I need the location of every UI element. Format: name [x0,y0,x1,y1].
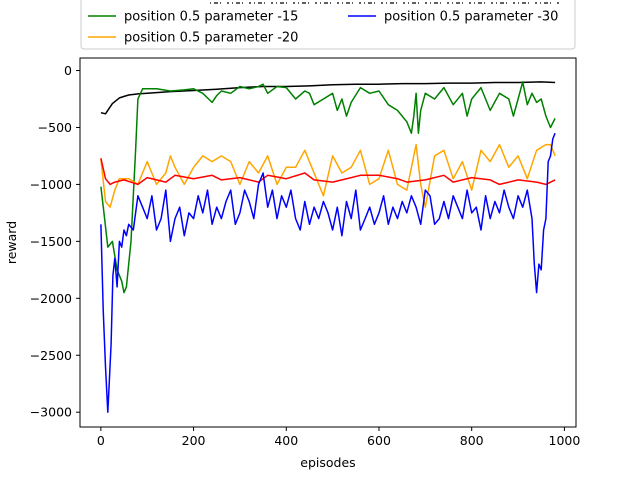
y-tick-label: 0 [64,63,72,78]
series-layer [100,81,556,413]
x-tick-label: 800 [460,433,484,448]
series-line-2 [100,143,556,208]
y-axis-label: reward [4,221,19,264]
y-tick-label: −1500 [30,234,72,249]
y-tick-label: −3000 [30,405,72,420]
legend-box [80,0,576,50]
x-axis-label: episodes [300,455,355,470]
x-tick-label: 400 [274,433,298,448]
series-line-4 [100,132,556,413]
legend-label: position 0.5 parameter -20 [124,31,298,46]
x-tick-label: 200 [182,433,206,448]
x-tick-label: 0 [97,433,105,448]
y-tick-label: −1000 [30,177,72,192]
plot-frame [79,57,577,428]
series-line-0 [100,81,556,115]
x-axis: 0 200 400 600 800 1000 [97,427,580,448]
series-line-3 [100,158,556,186]
y-tick-label: −2500 [30,348,72,363]
y-tick-label: −2000 [30,291,72,306]
y-tick-label: −500 [38,120,72,135]
legend-label: position 0.5 parameter -15 [124,10,298,25]
series-line-1 [100,81,556,294]
legend-label: position 0.5 parameter -30 [384,10,558,25]
x-tick-label: 600 [367,433,391,448]
legend: position 0.5 parameter -15 position 0.5 p… [80,0,576,50]
x-tick-label: 1000 [549,433,581,448]
y-axis: 0 −500 −1000 −1500 −2000 −2500 −3000 [30,63,80,420]
